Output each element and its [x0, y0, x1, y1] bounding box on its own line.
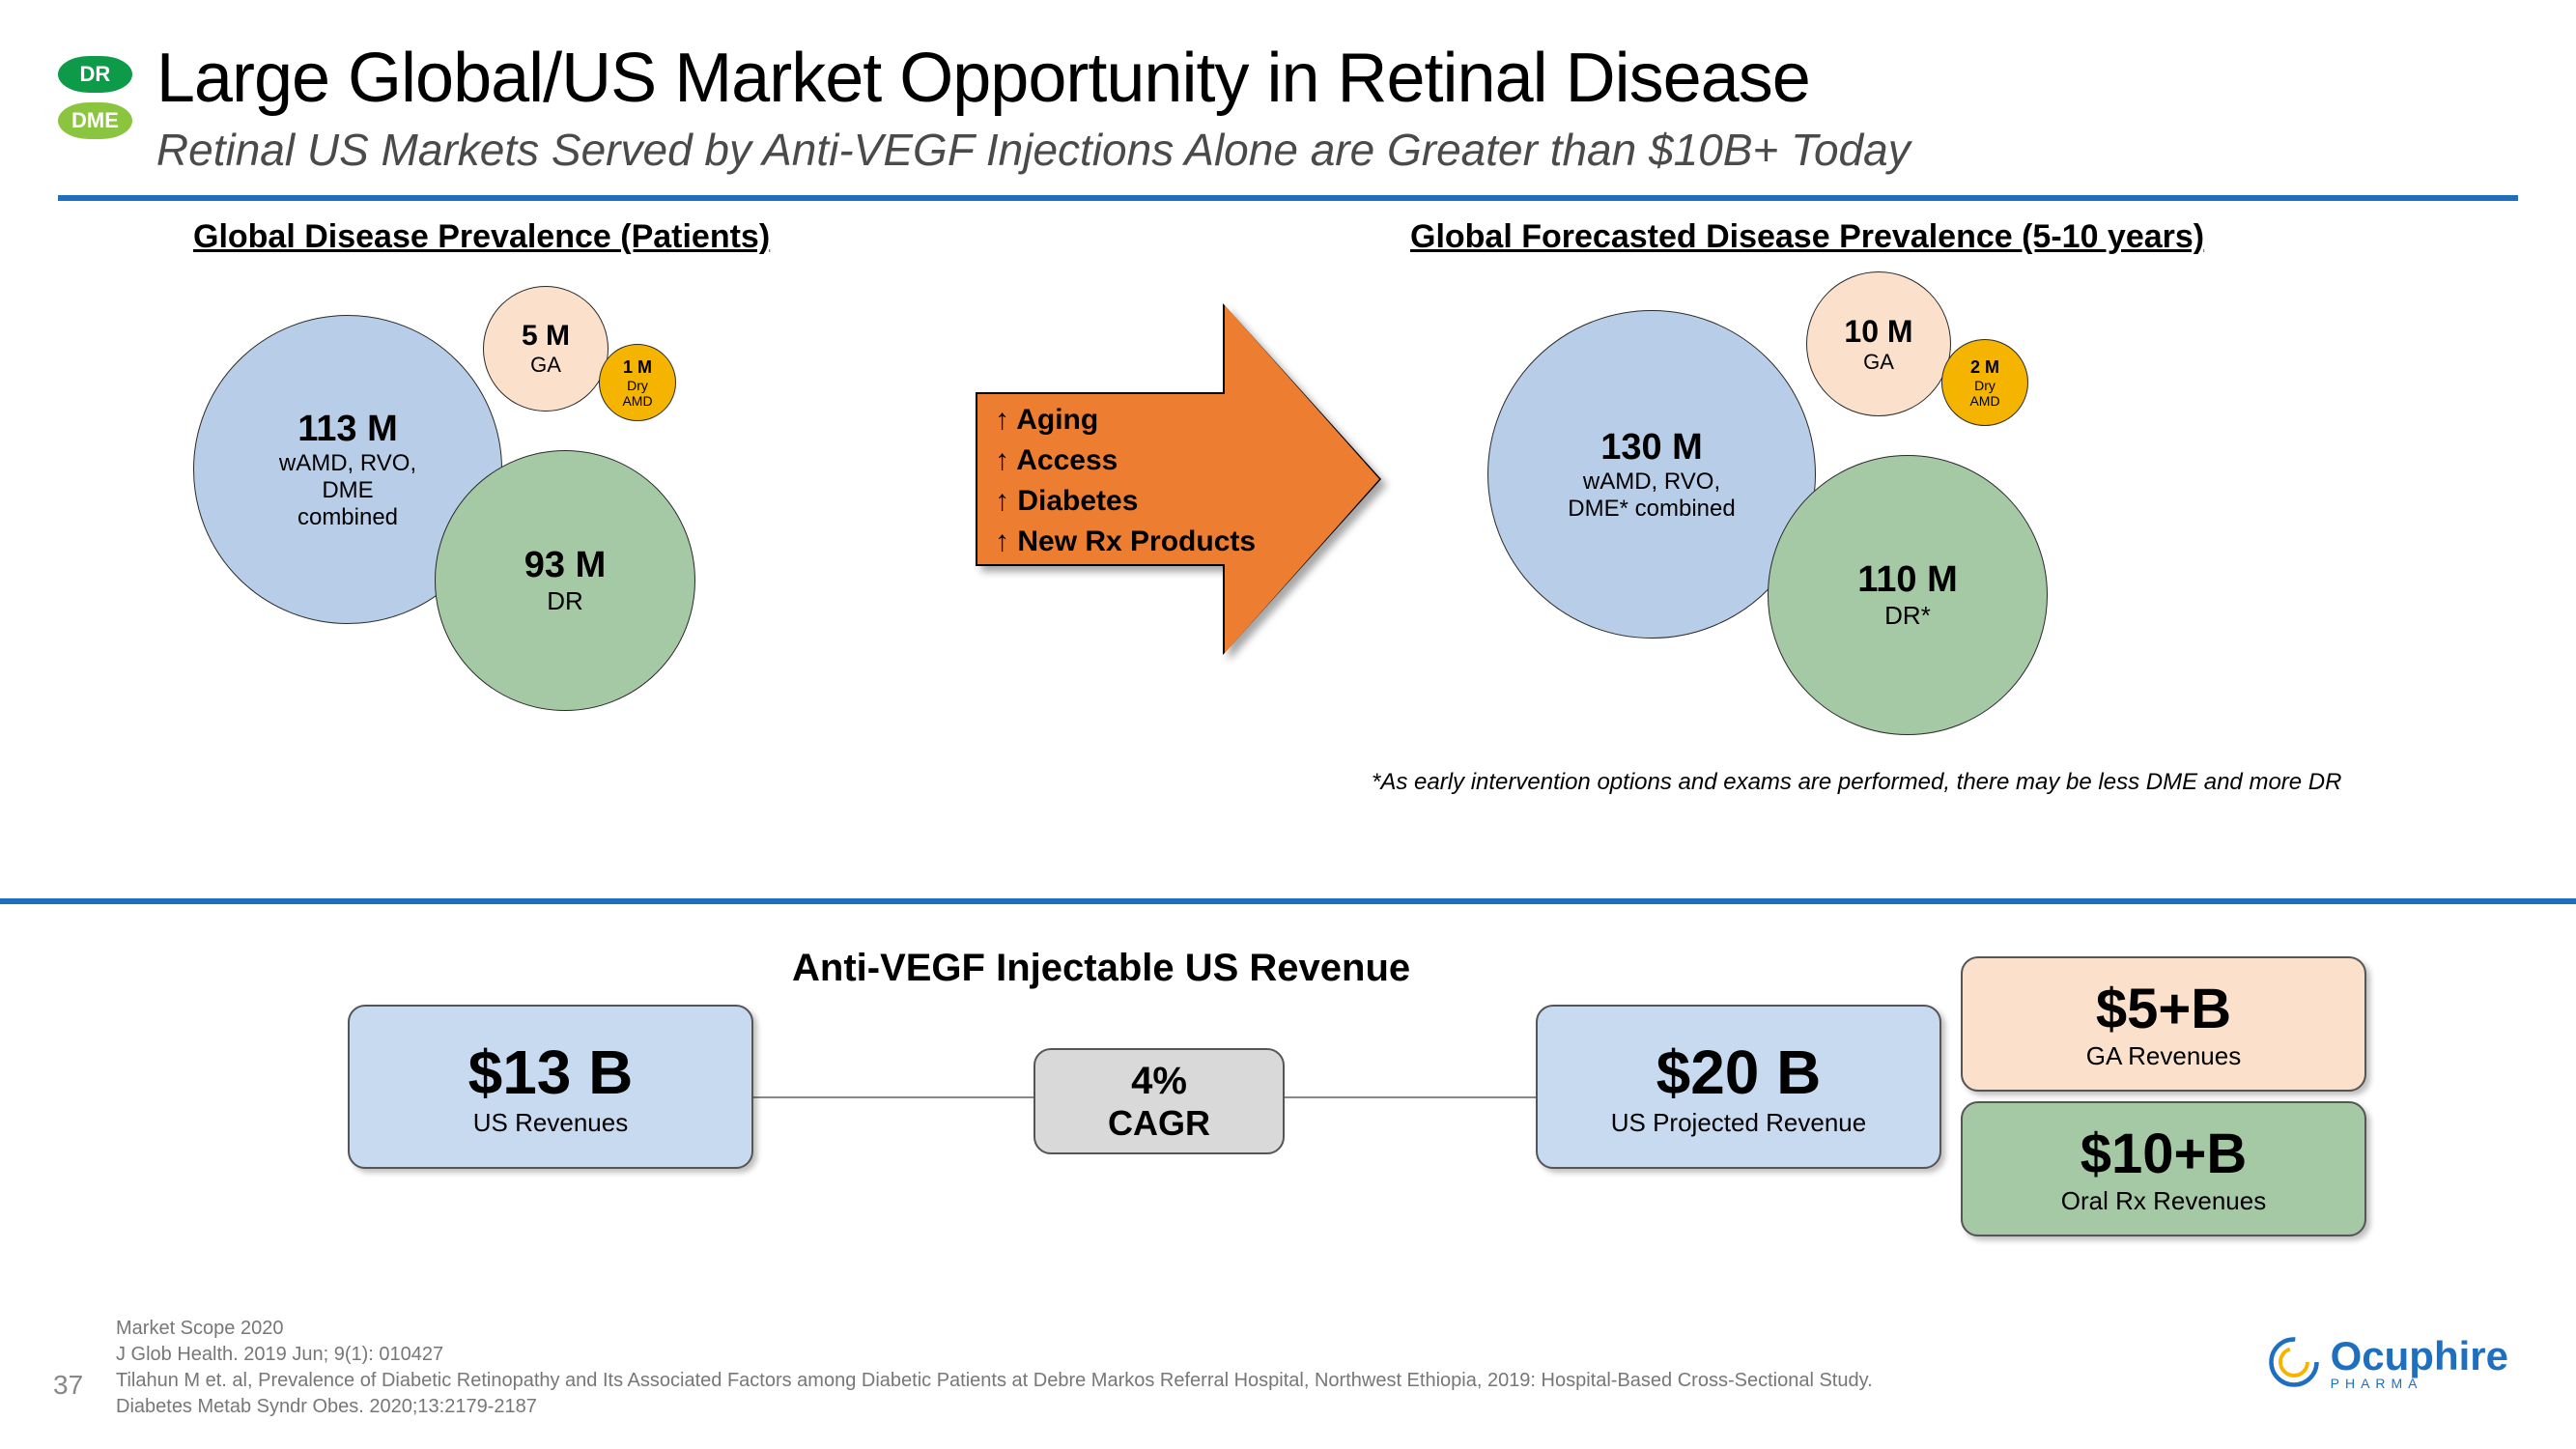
bubble-label: wAMD, RVO,DME* combined [1568, 469, 1735, 523]
revenue-value: 4% [1131, 1060, 1187, 1103]
tag-dr: DR [58, 56, 132, 93]
revenue-value: $20 B [1656, 1037, 1822, 1108]
reference-line: Market Scope 2020 [116, 1316, 1873, 1342]
bubble-label: DR [547, 586, 583, 616]
bubble-ga-forecast: 10 M GA [1806, 271, 1951, 416]
bubble-label: GA [530, 353, 561, 378]
tag-dme: DME [58, 102, 132, 139]
bubble-dr: 93 M DR [435, 450, 695, 711]
bubble-value: 113 M [297, 409, 398, 450]
bubble-value: 130 M [1600, 427, 1703, 469]
heading-prevalence-current: Global Disease Prevalence (Patients) [193, 218, 770, 256]
bubble-label: GA [1863, 350, 1894, 375]
box-ga-revenues: $5+B GA Revenues [1961, 956, 2366, 1092]
slide-subtitle: Retinal US Markets Served by Anti-VEGF I… [156, 124, 2518, 176]
arrow-item: Access [995, 440, 1256, 481]
revenue-label: GA Revenues [2086, 1041, 2241, 1071]
bubble-wamd-rvo-dme-forecast: 130 M wAMD, RVO,DME* combined [1487, 310, 1816, 639]
bubble-value: 2 M [1970, 357, 1999, 378]
reference-line: Tilahun M et. al, Prevalence of Diabetic… [116, 1368, 1873, 1394]
arrow-item: Diabetes [995, 481, 1256, 522]
references: Market Scope 2020 J Glob Health. 2019 Ju… [116, 1316, 1873, 1420]
arrow-item: Aging [995, 400, 1256, 440]
revenue-label: CAGR [1108, 1103, 1210, 1144]
revenue-label: US Projected Revenue [1611, 1108, 1866, 1138]
box-us-revenues: $13 B US Revenues [348, 1005, 753, 1169]
bubble-value: 10 M [1844, 314, 1912, 350]
bubble-value: 110 M [1857, 559, 1958, 601]
revenue-value: $13 B [468, 1037, 634, 1108]
bubble-dr-forecast: 110 M DR* [1768, 455, 2048, 735]
logo-swirl-icon [2267, 1335, 2321, 1389]
bubble-value: 5 M [522, 320, 570, 353]
bubble-label: DR* [1884, 601, 1931, 631]
arrow-item: New Rx Products [995, 522, 1256, 562]
revenue-label: Oral Rx Revenues [2061, 1186, 2266, 1216]
logo-text: Ocuphire [2331, 1333, 2508, 1379]
growth-drivers-arrow: Aging Access Diabetes New Rx Products [976, 305, 1381, 653]
bubble-dry-amd: 1 M DryAMD [599, 344, 676, 421]
bubble-value: 93 M [524, 545, 606, 586]
page-number: 37 [53, 1370, 83, 1401]
revenue-value: $5+B [2096, 977, 2231, 1041]
bubble-value: 1 M [623, 357, 652, 378]
box-us-projected: $20 B US Projected Revenue [1536, 1005, 1941, 1169]
forecast-footnote: *As early intervention options and exams… [1372, 769, 2341, 796]
box-oral-rx-revenues: $10+B Oral Rx Revenues [1961, 1101, 2366, 1236]
revenue-label: US Revenues [473, 1108, 628, 1138]
bubble-label: DryAMD [1969, 378, 1999, 409]
box-cagr: 4% CAGR [1033, 1048, 1285, 1154]
bubble-cluster-current: 113 M wAMD, RVO,DMEcombined 93 M DR 5 M … [193, 276, 811, 740]
bubble-label: DryAMD [622, 378, 652, 409]
bubble-label: wAMD, RVO,DMEcombined [279, 450, 416, 531]
bubble-cluster-forecast: 130 M wAMD, RVO,DME* combined 110 M DR* … [1487, 271, 2164, 754]
divider-mid [0, 898, 2576, 904]
heading-prevalence-forecast: Global Forecasted Disease Prevalence (5-… [1410, 218, 2204, 256]
company-logo: Ocuphire PHARMA [2267, 1333, 2508, 1391]
divider-top [58, 195, 2518, 201]
revenue-section-title: Anti-VEGF Injectable US Revenue [792, 947, 1410, 990]
reference-line: J Glob Health. 2019 Jun; 9(1): 010427 [116, 1342, 1873, 1368]
revenue-value: $10+B [2081, 1122, 2248, 1186]
bubble-ga: 5 M GA [483, 286, 609, 412]
reference-line: Diabetes Metab Syndr Obes. 2020;13:2179-… [116, 1394, 1873, 1420]
slide-title: Large Global/US Market Opportunity in Re… [156, 39, 2518, 118]
bubble-dry-amd-forecast: 2 M DryAMD [1941, 339, 2028, 426]
